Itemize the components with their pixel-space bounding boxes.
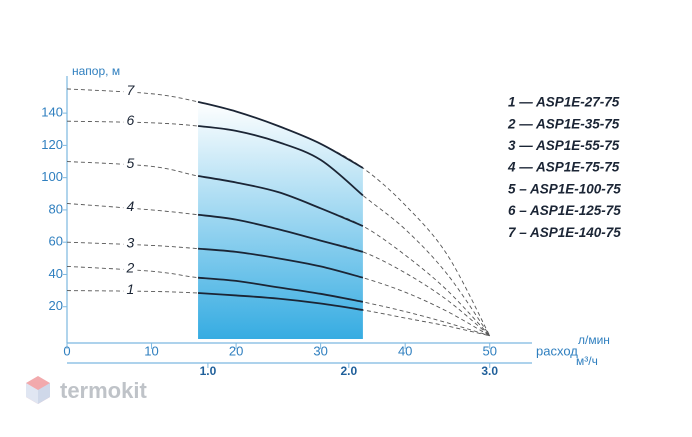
x-unit: л/мин	[578, 333, 610, 347]
curve-label-bg	[123, 113, 138, 130]
curve-label: 2	[126, 260, 135, 276]
curve-dashed	[66, 265, 490, 337]
curve-solid	[197, 292, 364, 311]
curve-label-bg	[123, 83, 138, 100]
x-tick-label: 50	[482, 343, 496, 358]
x-tick-label: 40	[398, 343, 412, 358]
curve-solid	[197, 100, 364, 169]
watermark: termokit	[60, 378, 147, 403]
x2-tick-label: 2.0	[340, 364, 357, 378]
x-tick-label: 20	[229, 343, 243, 358]
curve-dashed	[66, 203, 491, 337]
curve-label: 4	[127, 198, 135, 214]
x-tick-label: 10	[144, 343, 158, 358]
legend-entry: 5 – ASP1E-100-75	[508, 181, 621, 196]
y-axis-label: напор, м	[72, 64, 120, 78]
curve-label: 3	[127, 234, 135, 250]
y-tick-label: 140	[41, 105, 63, 120]
y-tick-label: 20	[49, 298, 63, 313]
curve-solid	[197, 125, 364, 197]
curve-solid	[197, 213, 364, 253]
curve-label: 5	[127, 155, 135, 171]
x2-unit: м³/ч	[576, 354, 598, 368]
curve-label-bg	[123, 199, 138, 216]
x2-tick-label: 3.0	[481, 364, 498, 378]
operating-region	[198, 101, 363, 339]
curve-solid	[197, 175, 364, 227]
curve-label: 1	[127, 281, 135, 297]
curve-label-bg	[123, 282, 138, 299]
legend-entry: 6 – ASP1E-125-75	[508, 203, 621, 218]
y-tick-label: 100	[41, 169, 63, 184]
x2-tick-label: 1.0	[200, 364, 217, 378]
curve-label: 7	[127, 82, 136, 98]
x-axis-label: расход	[536, 343, 578, 358]
legend-entry: 7 – ASP1E-140-75	[508, 225, 621, 240]
y-tick-label: 120	[41, 137, 63, 152]
legend-entry: 3 — ASP1E-55-75	[508, 138, 620, 153]
curve-label-bg	[123, 261, 138, 278]
curve-solid	[197, 247, 364, 279]
y-tick-label: 40	[49, 266, 63, 281]
watermark-logo	[26, 376, 50, 404]
curve-label-bg	[123, 156, 138, 173]
curve-solid	[197, 276, 364, 303]
x-tick-label: 30	[313, 343, 327, 358]
curve-dashed	[66, 241, 490, 337]
y-tick-label: 60	[49, 234, 63, 249]
legend-entry: 1 — ASP1E-27-75	[508, 95, 620, 110]
curve-label: 6	[127, 112, 135, 128]
y-tick-label: 80	[49, 201, 63, 216]
legend-entry: 2 — ASP1E-35-75	[507, 116, 620, 131]
x-tick-label: 0	[63, 343, 70, 358]
legend-entry: 4 — ASP1E-75-75	[507, 160, 620, 175]
curve-label-bg	[123, 235, 138, 252]
